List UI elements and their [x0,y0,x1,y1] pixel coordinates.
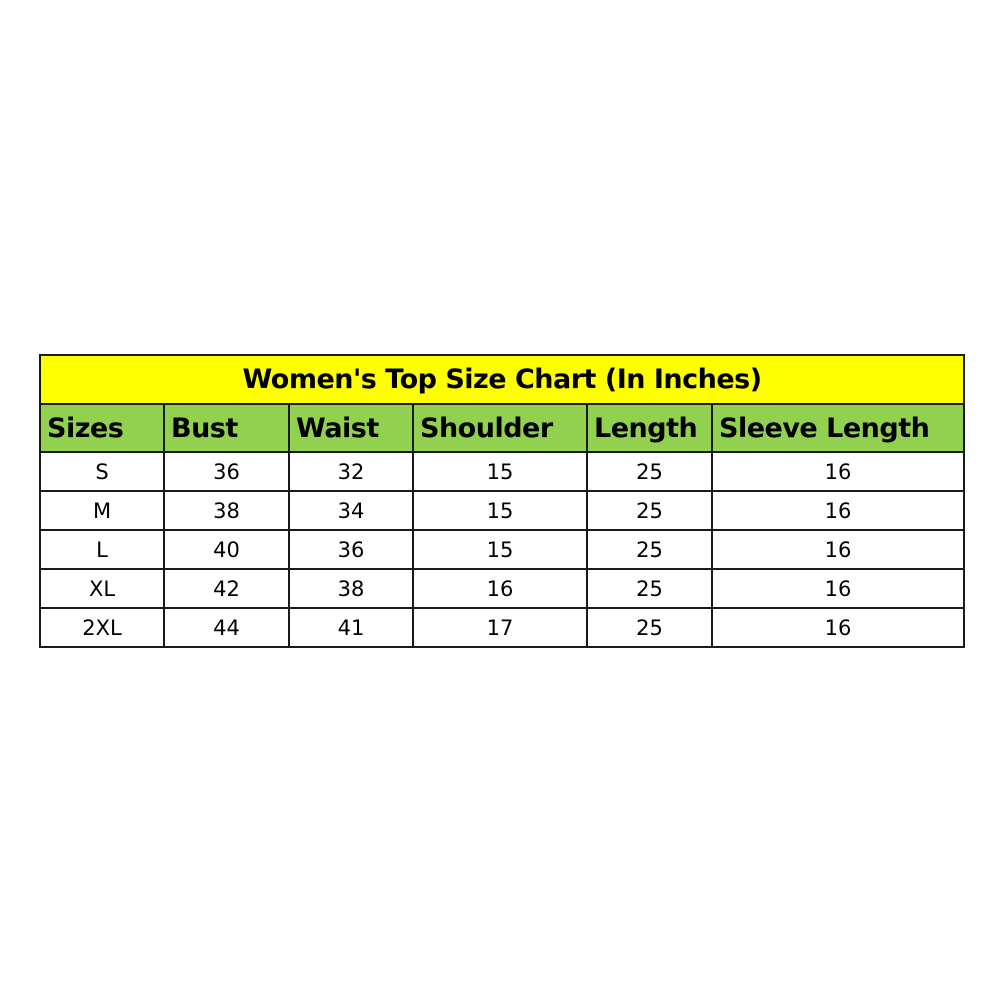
column-header: Shoulder [412,403,588,453]
table-cell: 16 [710,568,966,609]
table-cell: 25 [586,607,713,648]
header-row: Sizes Bust Waist Shoulder Length Sleeve … [39,403,966,453]
table-row: L 40 36 15 25 16 [39,529,966,570]
table-cell: 38 [288,568,414,609]
table-cell: 34 [288,490,414,531]
table-cell: 38 [163,490,290,531]
table-title: Women's Top Size Chart (In Inches) [38,354,966,405]
table-cell: M [39,490,165,531]
column-header: Waist [288,403,414,453]
column-header: Bust [163,403,290,453]
table-cell: 42 [163,568,290,609]
table-cell: 16 [710,490,966,531]
table-cell: 25 [586,529,713,570]
table-cell: 15 [412,529,588,570]
table-cell: 16 [710,451,966,492]
table-cell: S [39,451,165,492]
table-cell: 17 [412,607,588,648]
table-row: M 38 34 15 25 16 [39,490,966,531]
table-row: 2XL 44 41 17 25 16 [39,607,966,648]
table-cell: 36 [288,529,414,570]
table-cell: 16 [710,607,966,648]
table-cell: 25 [586,568,713,609]
table-row: XL 42 38 16 25 16 [39,568,966,609]
table-cell: L [39,529,165,570]
column-header: Sizes [39,403,165,453]
table-cell: 15 [412,451,588,492]
size-chart-table: Women's Top Size Chart (In Inches) Sizes… [38,354,966,648]
table-cell: 40 [163,529,290,570]
table-cell: 16 [710,529,966,570]
table-cell: 44 [163,607,290,648]
table-cell: 16 [412,568,588,609]
table-cell: 25 [586,451,713,492]
table-row: S 36 32 15 25 16 [39,451,966,492]
column-header: Length [586,403,713,453]
table-cell: 15 [412,490,588,531]
table-cell: 25 [586,490,713,531]
table-cell: 36 [163,451,290,492]
table-cell: 32 [288,451,414,492]
table-cell: 41 [288,607,414,648]
table-cell: 2XL [39,607,165,648]
table-cell: XL [39,568,165,609]
column-header: Sleeve Length [710,403,966,453]
